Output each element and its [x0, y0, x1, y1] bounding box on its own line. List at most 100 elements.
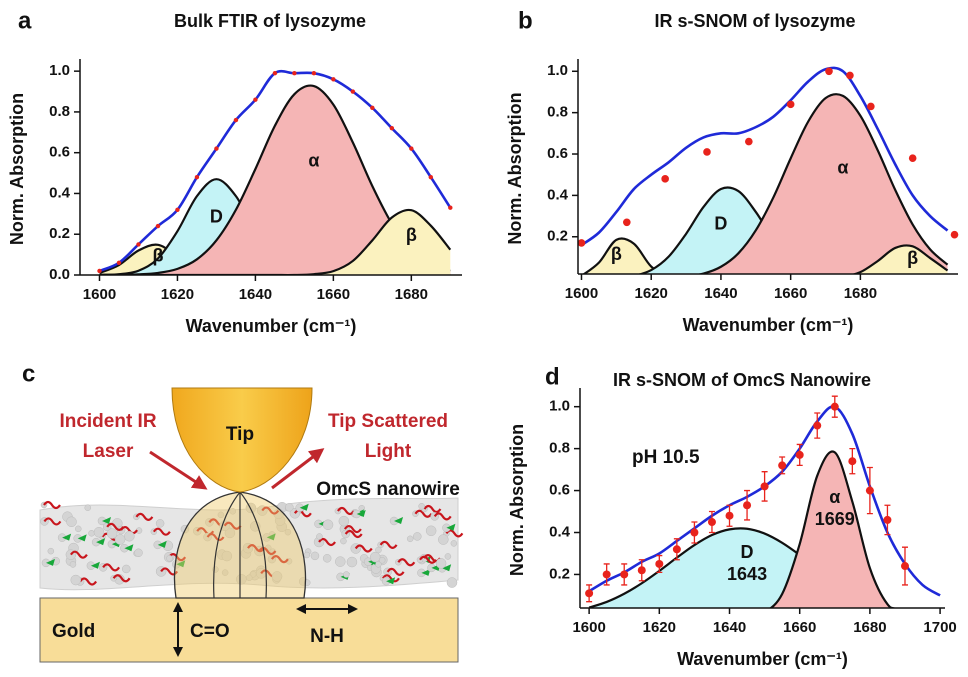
wire-helix [343, 524, 362, 534]
band-label: D [741, 542, 754, 562]
wire-helix [433, 512, 452, 521]
data-point [825, 67, 833, 76]
band-sublabel: 1643 [727, 564, 767, 584]
x-axis-label: Wavenumber (cm⁻¹) [683, 315, 854, 335]
band-label: D [714, 213, 727, 233]
x-tick-label: 1640 [239, 286, 272, 303]
wire-atom [134, 548, 143, 558]
wire-atom [310, 551, 320, 561]
x-tick-label: 1680 [844, 285, 877, 302]
wire-atom [418, 503, 425, 510]
diagram: c Incident IR Laser Tip Tip Scattered Li… [22, 360, 464, 663]
wire-atom [88, 530, 95, 537]
plot-area [98, 69, 452, 275]
y-tick-label: 0.8 [49, 103, 70, 120]
data-point [448, 205, 453, 210]
wire-sheet [394, 516, 404, 524]
band-label: α [837, 158, 848, 178]
data-point [672, 545, 681, 554]
x-tick-label: 1680 [395, 286, 428, 303]
y-axis-label: Norm. Absorption [507, 424, 527, 576]
mode-label: C=O [190, 621, 230, 642]
y-tick-label: 0.0 [49, 266, 70, 283]
wire-atom [285, 503, 294, 512]
y-axis-label: Norm. Absorption [7, 93, 27, 245]
wire-helix [43, 500, 61, 510]
x-tick-label: 1640 [713, 619, 746, 636]
data-point [428, 174, 434, 180]
wire-atom [413, 532, 422, 541]
y-tick-label: 0.4 [547, 186, 569, 203]
scattered-label: Tip Scattered [328, 411, 448, 432]
data-point [602, 570, 611, 579]
wire-atom [93, 526, 105, 538]
wire-atom [438, 534, 449, 545]
wire-atom [69, 561, 77, 568]
x-tick-label: 1600 [83, 286, 116, 303]
band-label: D [210, 206, 223, 226]
wire-atom [224, 527, 236, 539]
data-point [690, 528, 699, 537]
data-point [350, 89, 356, 94]
y-tick-label: 0.8 [549, 440, 570, 457]
x-tick-label: 1620 [635, 285, 668, 302]
wire-atom [47, 547, 55, 555]
scattered-arrow [271, 448, 325, 490]
data-point [795, 450, 804, 459]
y-tick-label: 0.6 [549, 482, 570, 499]
band-area [581, 245, 948, 274]
data-point [745, 137, 753, 146]
y-tick-label: 0.8 [547, 104, 568, 121]
band-area [99, 179, 451, 275]
data-point [900, 562, 909, 571]
wire-helix [337, 506, 355, 516]
wire-helix [152, 527, 171, 536]
wire-atom [435, 558, 447, 569]
wire-helix [135, 512, 154, 521]
band-sublabel: 1669 [815, 509, 855, 529]
wire-sheet [446, 523, 456, 531]
band-outline [769, 450, 893, 608]
wire-helix [206, 532, 225, 542]
band-outline [99, 208, 452, 275]
data-point [292, 70, 297, 76]
nanowire-label: OmcS nanowire [316, 479, 460, 500]
wire-atom [236, 574, 247, 585]
wire-sheet [101, 516, 111, 524]
wire-helix [69, 550, 88, 559]
data-point [865, 486, 874, 495]
wire-helix [261, 506, 280, 515]
wire-atom [221, 550, 233, 562]
wire-atom [316, 533, 323, 540]
wire-helix [106, 522, 125, 531]
wire-helix [168, 553, 187, 562]
x-tick-label: 1660 [783, 619, 816, 636]
wire-sheet [45, 558, 55, 566]
band-area [581, 238, 948, 274]
tip-label: Tip [226, 424, 254, 445]
wire-sheet [96, 538, 106, 546]
data-point [848, 457, 857, 466]
x-tick-label: 1660 [774, 285, 807, 302]
data-point [194, 174, 200, 180]
wire-helix [79, 577, 98, 586]
wire-helix [112, 574, 131, 583]
wire-helix [423, 504, 442, 514]
panel-label: c [22, 360, 35, 387]
x-tick-label: 1620 [161, 286, 194, 303]
data-point [778, 461, 787, 470]
y-tick-label: 0.4 [49, 184, 71, 201]
wire-atom [75, 525, 82, 533]
data-point [409, 146, 414, 151]
wire-atom [217, 511, 225, 519]
wire-sheet [77, 534, 87, 542]
wire-sheet [90, 561, 100, 569]
wire-atom [114, 534, 126, 545]
wire-atom [70, 574, 82, 586]
wire-helix [318, 537, 336, 547]
wire-helix [419, 555, 437, 564]
wire-sheet [421, 568, 431, 576]
fit-line [580, 66, 949, 247]
wire-atom [303, 551, 311, 559]
data-point [389, 126, 395, 131]
